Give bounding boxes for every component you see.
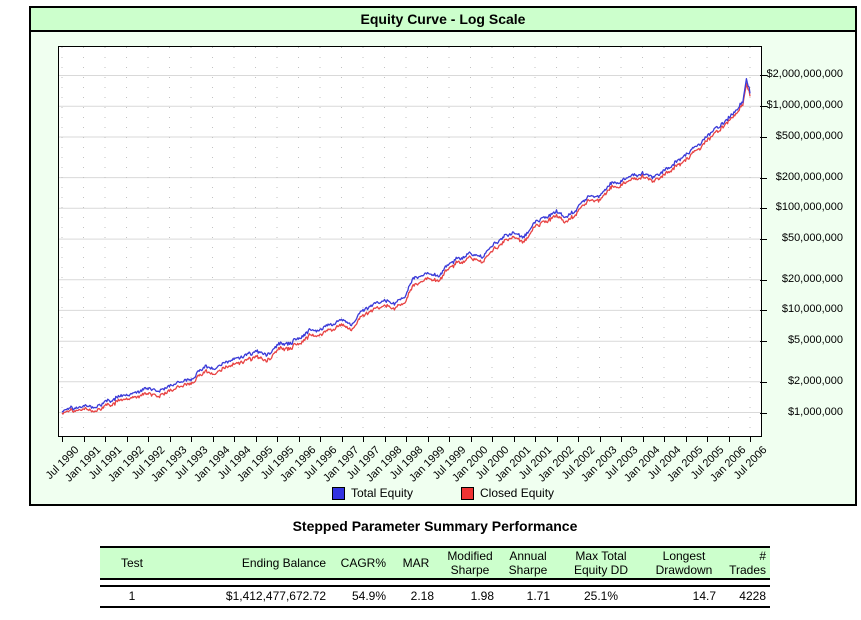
y-axis-tick (760, 280, 767, 281)
legend-label: Total Equity (350, 486, 413, 500)
legend-label: Closed Equity (480, 486, 555, 500)
x-axis-tick (341, 437, 343, 442)
table-header-row: Test Ending Balance CAGR% MAR Modified Sharp… (100, 548, 770, 578)
x-axis-tick (707, 437, 708, 442)
y-axis-tick-label: $5,000,000 (787, 334, 843, 346)
x-axis-tick (126, 437, 128, 442)
table-cell: 1.71 (526, 589, 550, 603)
x-axis-tick (62, 437, 63, 442)
y-axis-tick (760, 382, 767, 383)
y-axis-tick (760, 413, 767, 414)
x-axis-tick (277, 437, 278, 442)
y-axis-tick (760, 310, 767, 311)
table-header-cell: Longest Drawdown (655, 549, 713, 577)
x-axis-tick (728, 437, 730, 442)
x-axis-tick (621, 437, 622, 442)
x-axis-tick (83, 437, 85, 442)
x-axis-tick (212, 437, 214, 442)
total-equity-swatch-icon (331, 486, 345, 500)
table-header-cell: CAGR% (340, 556, 386, 570)
y-axis-tick (760, 178, 767, 179)
x-axis-tick (750, 437, 751, 442)
y-axis-tick-label: $100,000,000 (775, 201, 843, 213)
table-header-cell: # Trades (729, 549, 766, 577)
table-header-cell: Max Total Equity DD (573, 549, 629, 577)
table-rule-body-top (100, 585, 770, 587)
chart-title: Equity Curve - Log Scale (360, 11, 526, 27)
y-axis-tick (760, 341, 767, 342)
x-axis-tick (384, 437, 386, 442)
plot-area (58, 46, 762, 437)
table-cell: 1.98 (470, 589, 494, 603)
chart-legend: Total Equity Closed Equity (31, 485, 855, 501)
x-axis-tick (191, 437, 192, 442)
closed-equity-line (61, 82, 751, 415)
x-axis-tick (148, 437, 149, 442)
equity-chart-svg (59, 47, 761, 436)
table-header-cell: Ending Balance (241, 556, 326, 570)
table-cell: 1 (128, 589, 136, 603)
y-axis-tick (760, 208, 767, 209)
x-axis-tick (492, 437, 493, 442)
x-axis-tick (578, 437, 579, 442)
x-axis-tick (234, 437, 235, 442)
table-cell: 4228 (739, 589, 766, 603)
x-axis-tick (427, 437, 429, 442)
y-axis-tick-label: $200,000,000 (775, 171, 843, 183)
table-header-cell: Test (120, 556, 143, 570)
chart-title-bar: Equity Curve - Log Scale (31, 8, 855, 32)
x-axis-tick (513, 437, 515, 442)
y-axis-tick-label: $1,000,000,000 (766, 99, 843, 111)
table-cell: 14.7 (692, 589, 716, 603)
x-axis-tick (599, 437, 601, 442)
closed-equity-swatch-icon (461, 486, 474, 500)
y-axis-tick-label: $50,000,000 (781, 232, 843, 244)
y-axis-tick-label: $500,000,000 (775, 130, 843, 142)
y-axis-tick-label: $1,000,000 (787, 406, 843, 418)
summary-table-title: Stepped Parameter Summary Performance (292, 518, 578, 534)
table-header-cell: MAR (402, 556, 430, 570)
table-header-cell: Modified Sharpe (447, 549, 493, 577)
equity-chart-container: Equity Curve - Log Scale $2,000,000,000 $… (29, 6, 857, 506)
y-axis-tick (760, 239, 767, 240)
table-row: 1 $1,412,477,672.72 54.9% 2.18 1.98 1.71 25.1%… (100, 587, 770, 606)
x-axis-tick (363, 437, 364, 442)
table-cell: 2.18 (410, 589, 434, 603)
x-axis-tick (169, 437, 171, 442)
summary-table: Test Ending Balance CAGR% MAR Modified Sharp… (100, 546, 770, 608)
x-axis-tick (449, 437, 450, 442)
y-axis-tick-label: $10,000,000 (781, 303, 843, 315)
x-axis-tick (535, 437, 536, 442)
table-rule-header-bottom (100, 578, 770, 580)
x-axis-tick (320, 437, 321, 442)
table-body: 1 $1,412,477,672.72 54.9% 2.18 1.98 1.71 25.1%… (100, 587, 770, 606)
y-axis-tick-label: $20,000,000 (781, 273, 843, 285)
x-axis-tick (470, 437, 472, 442)
table-cell: 25.1% (583, 589, 619, 603)
table-cell: $1,412,477,672.72 (225, 589, 326, 603)
legend-item-closed-equity: Closed Equity (461, 486, 554, 500)
x-axis-tick (664, 437, 665, 442)
x-axis-tick (298, 437, 300, 442)
table-rule-bottom (100, 606, 770, 608)
table-header-cell: Annual Sharpe (508, 549, 548, 577)
table-gap (100, 580, 770, 585)
table-cell: 54.9% (351, 589, 386, 603)
y-axis-tick (760, 137, 767, 138)
x-axis-tick (406, 437, 407, 442)
x-axis-tick (105, 437, 106, 442)
table-rule-top (100, 546, 770, 548)
x-axis-tick (642, 437, 644, 442)
x-axis-tick (255, 437, 257, 442)
x-axis-tick (685, 437, 687, 442)
y-axis-tick (760, 75, 767, 76)
x-axis-tick (556, 437, 558, 442)
legend-item-total-equity: Total Equity (331, 486, 413, 500)
total-equity-line (61, 78, 751, 413)
y-axis-tick-label: $2,000,000 (787, 375, 843, 387)
y-axis-tick-label: $2,000,000,000 (766, 68, 843, 80)
y-axis-tick (760, 106, 767, 107)
